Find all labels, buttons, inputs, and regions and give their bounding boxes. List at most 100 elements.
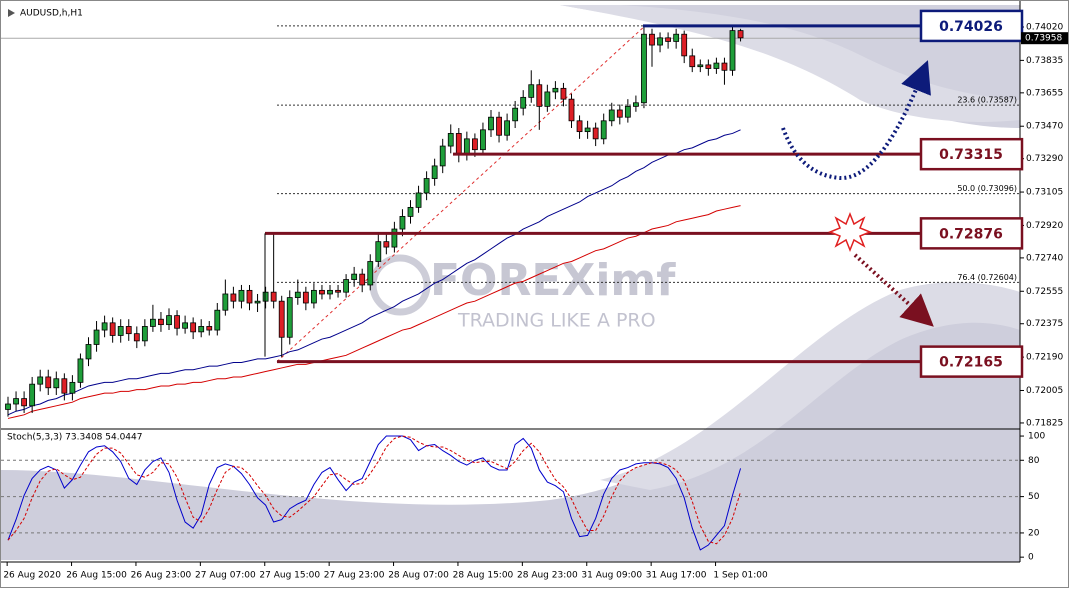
- y-tick-label: 0.73290: [1026, 154, 1063, 164]
- candle-body: [21, 398, 28, 407]
- candle-body: [270, 291, 277, 302]
- candle-body: [294, 291, 301, 298]
- candle-body: [383, 241, 390, 248]
- stoch-panel: [1, 435, 1020, 551]
- y-tick-label: 0.72920: [1026, 221, 1063, 231]
- candle-body: [544, 91, 551, 107]
- candle-body: [657, 37, 663, 46]
- candle-body: [77, 358, 84, 383]
- y-tick-label: 50: [1028, 492, 1040, 502]
- candle-body: [302, 291, 309, 304]
- candle-body: [359, 273, 366, 286]
- y-tick-label: 0.72005: [1026, 386, 1063, 396]
- watermark-brand: FOREXimf: [430, 255, 676, 306]
- x-tick-label: 31 Aug 17:00: [646, 571, 707, 581]
- y-tick-label: 0.73835: [1026, 56, 1063, 66]
- x-tick-label: 26 Aug 15:00: [66, 571, 127, 581]
- candle-body: [45, 376, 52, 389]
- candle-body: [230, 293, 237, 302]
- x-tick-label: 26 Aug 2020: [3, 571, 61, 581]
- candle-body: [488, 116, 494, 131]
- candle-body: [53, 378, 60, 389]
- candle-body: [141, 326, 148, 342]
- candle-body: [335, 289, 341, 293]
- candle-body: [109, 322, 116, 336]
- candle-body: [214, 309, 221, 331]
- candle-body: [608, 109, 615, 122]
- candle-body: [560, 87, 567, 100]
- y-tick-label: 0.74020: [1026, 23, 1063, 33]
- candle-body: [238, 289, 245, 302]
- candle-body: [737, 30, 744, 39]
- candle-body: [697, 64, 704, 68]
- candle-body: [439, 145, 446, 167]
- candle-body: [158, 318, 164, 326]
- candle-body: [367, 261, 374, 286]
- candle-body: [455, 133, 462, 156]
- candle-body: [584, 127, 591, 133]
- candle-body: [705, 64, 712, 69]
- fib-trendline: [276, 25, 646, 362]
- candle-body: [423, 178, 430, 194]
- level-label: 0.72876: [939, 226, 1003, 242]
- candle-body: [431, 165, 438, 179]
- candle-body: [343, 279, 350, 293]
- y-tick-label: 0: [1028, 553, 1034, 563]
- stoch-line: [7, 435, 742, 551]
- candle-body: [125, 326, 132, 335]
- x-tick-label: 27 Aug 23:00: [324, 571, 385, 581]
- candle-body: [246, 289, 253, 304]
- x-tick-label: 26 Aug 23:00: [131, 571, 192, 581]
- y-tick-label: 0.73655: [1026, 88, 1063, 98]
- candle-body: [93, 329, 100, 345]
- y-tick-label: 0.71825: [1026, 418, 1063, 428]
- candle-body: [407, 206, 414, 217]
- candle-body: [206, 326, 213, 331]
- candle-body: [576, 120, 583, 133]
- annotations: [781, 60, 934, 327]
- candle-body: [600, 120, 607, 140]
- candle-body: [649, 33, 655, 46]
- candle-body: [391, 228, 398, 248]
- main-panel: FOREXimf TRADING LIKE A PRO 23.6 (0.73587)…: [1, 25, 1020, 419]
- candle-body: [624, 105, 631, 118]
- last-price-box: [1021, 32, 1068, 45]
- candle-body: [327, 289, 333, 295]
- title-icon: [8, 9, 15, 17]
- candle-body: [13, 398, 19, 405]
- x-tick-label: 28 Aug 23:00: [517, 571, 578, 581]
- y-tick-label: 0.73105: [1026, 188, 1063, 198]
- candle-body: [665, 37, 671, 42]
- candle-body: [37, 376, 44, 385]
- projection-arrow: [781, 60, 931, 181]
- candle-body: [616, 109, 623, 118]
- y-tick-label: 0.72740: [1026, 253, 1063, 263]
- candle-body: [480, 129, 486, 151]
- candle-body: [319, 289, 325, 295]
- y-tick-label: 0.72555: [1026, 287, 1063, 297]
- swoosh: [440, 5, 1020, 128]
- candle-body: [641, 33, 647, 104]
- candle-body: [512, 107, 519, 122]
- candle-body: [528, 84, 535, 98]
- x-tick-label: 31 Aug 09:00: [581, 571, 642, 581]
- candle-body: [496, 116, 502, 136]
- candle-body: [198, 326, 205, 333]
- candle-body: [182, 322, 189, 329]
- level-box: [919, 345, 1024, 378]
- candle-body: [351, 273, 358, 280]
- indicator-title: Stoch(5,3,3) 73.3408 54.0447: [7, 433, 142, 443]
- candle-body: [375, 241, 382, 262]
- swoosh: [1, 288, 1020, 562]
- x-tick-label: 27 Aug 15:00: [259, 571, 320, 581]
- candle-body: [536, 84, 543, 107]
- y-tick-label: 0.72375: [1026, 319, 1063, 329]
- candle-body: [729, 30, 736, 71]
- candle-body: [673, 33, 680, 42]
- candle-body: [447, 133, 454, 147]
- breakdown-arrow: [853, 253, 934, 327]
- y-tick-label: 0.72190: [1026, 353, 1063, 363]
- candle-body: [174, 315, 180, 329]
- candle-body: [721, 62, 728, 71]
- fib-label: 50.0 (0.73096): [957, 184, 1017, 193]
